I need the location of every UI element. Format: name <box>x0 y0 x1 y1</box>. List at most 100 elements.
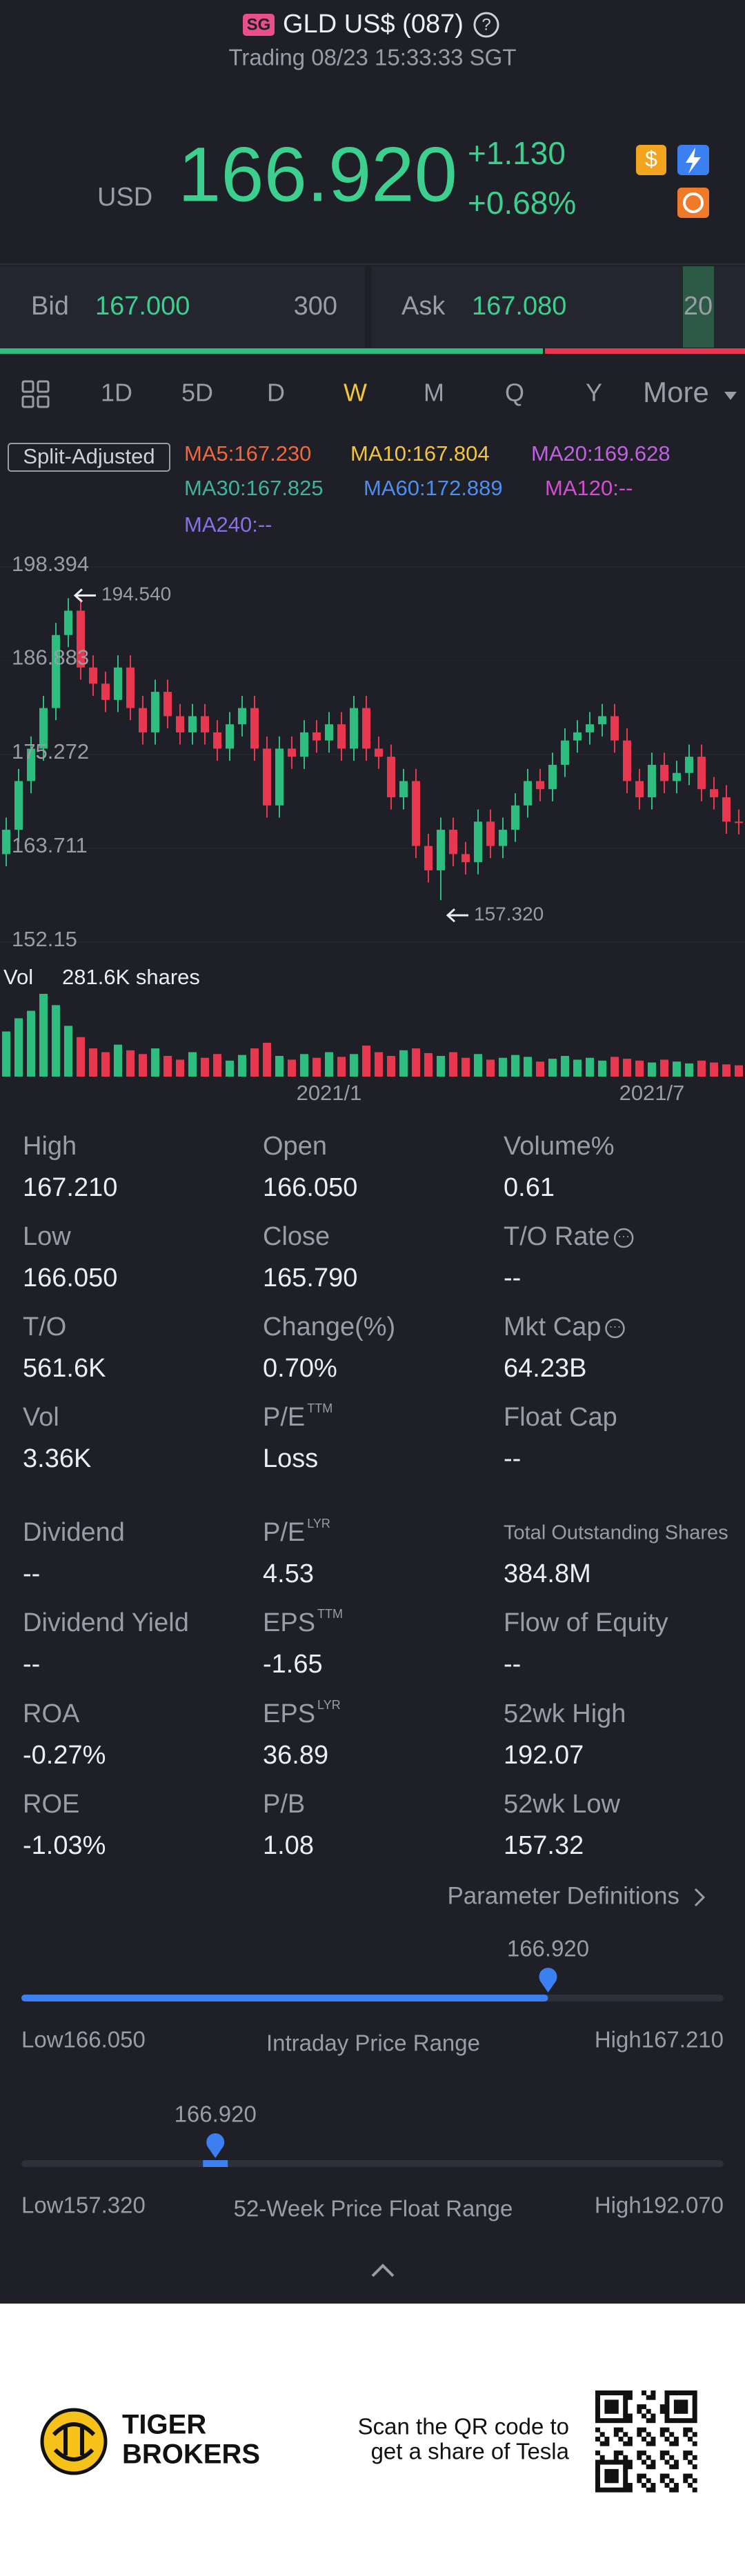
volume-bar <box>499 1057 507 1077</box>
stat-value: 0.70% <box>263 1354 337 1383</box>
qr-cell <box>613 2390 619 2395</box>
tab[interactable]: More <box>643 376 709 408</box>
qr-cell <box>613 2432 619 2437</box>
y-tick-label: 163.711 <box>12 833 88 857</box>
volume-bar <box>275 1056 284 1077</box>
qr-cell <box>692 2413 697 2419</box>
candle-body <box>660 764 668 781</box>
tab[interactable]: Q <box>505 379 524 407</box>
stat-value: -- <box>504 1264 521 1292</box>
annotation: 157.320 <box>474 903 544 925</box>
qr-cell <box>604 2487 610 2493</box>
info-icon[interactable] <box>605 1318 625 1339</box>
range-marker <box>539 1968 557 1993</box>
stat-label: 52wk High <box>504 1699 626 1728</box>
volume-bar <box>101 1052 110 1077</box>
candle-body <box>623 740 631 781</box>
candle-body <box>238 708 246 725</box>
info-icon[interactable] <box>613 1228 634 1248</box>
qr-cell <box>595 2468 600 2474</box>
candle-body <box>337 724 346 749</box>
stat-value: -1.03% <box>23 1831 106 1860</box>
qr-cell <box>673 2404 679 2410</box>
qr-cell <box>659 2455 665 2460</box>
tab[interactable]: 1D <box>101 379 132 407</box>
info-dots: ··· <box>608 1319 621 1333</box>
ma-label: MA20:169.628 <box>531 441 670 466</box>
volume-bar <box>263 1042 271 1077</box>
tab[interactable]: D <box>267 379 285 407</box>
ma-label: MA60:172.889 <box>364 476 503 500</box>
help-icon[interactable] <box>473 12 499 38</box>
qr-cell <box>623 2455 628 2460</box>
qr-cell <box>604 2478 610 2484</box>
icon-other[interactable] <box>677 188 709 218</box>
qr-cell <box>599 2459 605 2465</box>
candle-body <box>64 610 72 635</box>
qr-cell <box>623 2432 628 2437</box>
qr-cell <box>683 2390 688 2395</box>
bid-box <box>0 266 365 348</box>
qr-cell <box>627 2487 633 2493</box>
qr-cell <box>623 2408 628 2414</box>
qr-cell <box>637 2478 642 2484</box>
annotation: 194.540 <box>101 583 171 605</box>
qr-cell <box>595 2413 600 2419</box>
qr-cell <box>673 2464 679 2470</box>
tab[interactable]: W <box>344 379 367 407</box>
icon-dollar[interactable] <box>636 145 666 175</box>
volume-bar <box>548 1059 557 1077</box>
qr-cell <box>692 2390 697 2395</box>
qr-cell <box>637 2455 642 2460</box>
qr-cell <box>623 2468 628 2474</box>
qr-cell <box>683 2432 688 2437</box>
candle-body <box>486 821 495 846</box>
stat-label: EPS <box>263 1699 315 1728</box>
range-current: 166.920 <box>175 2101 257 2127</box>
volume-bar <box>114 1044 122 1077</box>
qr-cell <box>604 2437 610 2442</box>
y-tick-label: 152.15 <box>12 927 77 951</box>
qr-cell <box>646 2464 651 2470</box>
qr-cell <box>604 2441 610 2446</box>
candle-body <box>275 748 284 806</box>
qr-cell <box>637 2450 642 2456</box>
tab[interactable]: M <box>424 379 444 407</box>
annotation-head <box>446 908 456 923</box>
candle-body <box>201 716 209 732</box>
qr-cell <box>613 2478 619 2484</box>
candle-body <box>101 683 110 700</box>
volume-bar <box>213 1054 221 1077</box>
candle-body <box>126 667 135 708</box>
qr-cell <box>623 2390 628 2395</box>
collapse[interactable] <box>371 2264 395 2277</box>
qr-cell <box>669 2432 675 2437</box>
bid-label: Bid <box>31 292 69 321</box>
layout-icon[interactable] <box>21 380 50 408</box>
definitions-link[interactable]: Parameter Definitions <box>447 1882 679 1909</box>
qr-cell <box>609 2404 615 2410</box>
qr-cell <box>595 2459 600 2465</box>
qr-cell <box>642 2483 646 2488</box>
range-marker <box>206 2133 225 2158</box>
tab[interactable]: 5D <box>181 379 213 407</box>
candle-body <box>635 781 644 798</box>
stat-value: Loss <box>263 1444 318 1473</box>
qr-cell <box>623 2413 628 2419</box>
info-dots: ··· <box>617 1229 630 1243</box>
qr-cell <box>659 2478 665 2484</box>
stat-value: -0.27% <box>23 1741 106 1770</box>
candle-body <box>226 724 234 749</box>
x-tick-label: 2021/1 <box>297 1081 362 1105</box>
qr-cell <box>678 2418 684 2424</box>
qr-cell <box>637 2427 642 2433</box>
qr-cell <box>604 2408 610 2414</box>
tab[interactable]: Y <box>586 379 602 407</box>
volume-bar <box>163 1056 172 1077</box>
qr-cell <box>669 2390 675 2395</box>
candle-body <box>89 667 97 684</box>
candle-body <box>399 781 408 798</box>
qr-cell <box>623 2478 628 2484</box>
qr-cell <box>692 2464 697 2470</box>
qr-cell <box>650 2487 656 2493</box>
